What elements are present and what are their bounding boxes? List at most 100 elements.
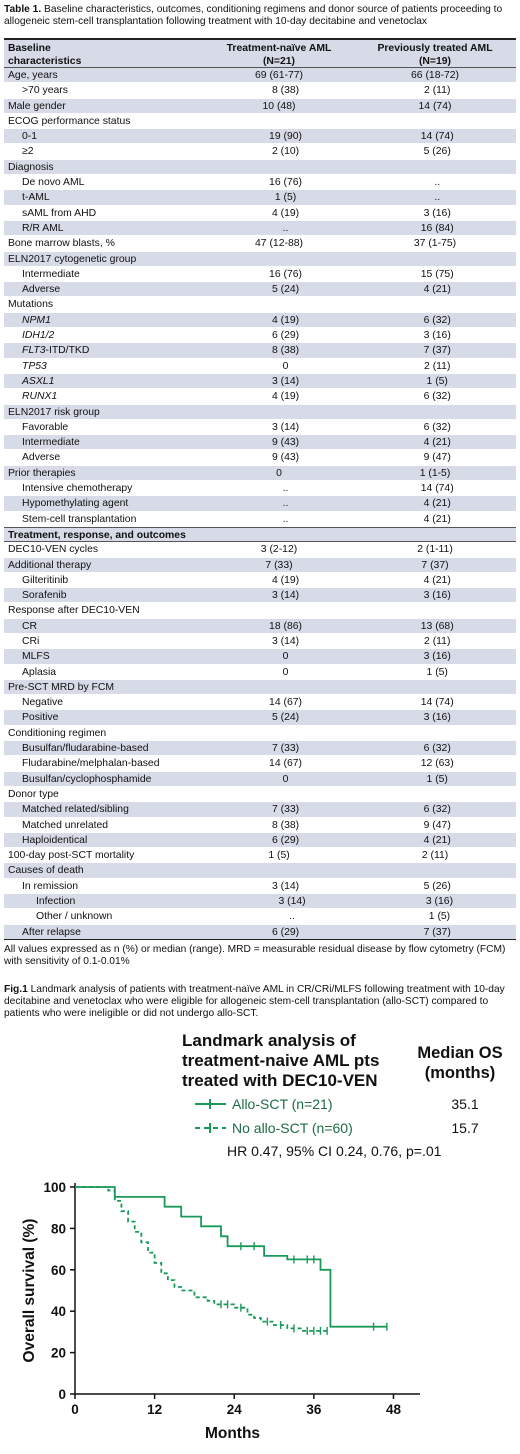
- table-row: Negative 14 (67) 14 (74): [4, 695, 516, 711]
- row-value-previously-treated: [354, 680, 516, 694]
- row-label: ASXL1: [22, 375, 55, 387]
- row-label: NPM1: [22, 314, 51, 326]
- row-value-previously-treated: 2 (11): [421, 850, 449, 862]
- row-value-previously-treated: 3 (16): [423, 651, 451, 663]
- row-label: sAML from AHD: [22, 207, 97, 219]
- row-value-treatment-naive: ..: [282, 222, 289, 234]
- table-row: Response after DEC10-VEN: [4, 603, 516, 619]
- row-value-previously-treated: 4 (21): [423, 437, 451, 449]
- row-label: DEC10-VEN cycles: [8, 544, 99, 556]
- row-value-previously-treated: [354, 603, 516, 617]
- row-value-treatment-naive: 8 (38): [271, 819, 300, 831]
- table-body: Age, years 69 (61-77) 66 (18-72) >70 years 8…: [4, 68, 516, 940]
- row-value-previously-treated: 2 (11): [424, 360, 451, 372]
- header-characteristics-line2: characteristics: [8, 56, 82, 67]
- row-value-treatment-naive: [204, 252, 354, 266]
- row-label: MLFS: [22, 651, 50, 663]
- row-label: Busulfan/cyclophosphamide: [22, 773, 152, 785]
- row-label: Gilteritinib: [22, 574, 69, 586]
- table-row: Male gender 10 (48) 14 (74): [4, 98, 516, 114]
- row-value-treatment-naive: 5 (24): [271, 712, 300, 724]
- table-row: Fludarabine/melphalan-based 14 (67) 12 (63…: [4, 756, 516, 772]
- row-value-treatment-naive: [204, 160, 354, 174]
- table-row: ≥2 2 (10) 5 (26): [4, 144, 516, 160]
- row-label: Additional therapy: [8, 559, 92, 571]
- row-value-previously-treated: [354, 528, 516, 541]
- row-label: Matched unrelated: [22, 819, 109, 831]
- table-caption-label: Table 1.: [4, 4, 42, 15]
- table-row: ASXL1 3 (14) 1 (5): [4, 373, 516, 390]
- row-label: ECOG performance status: [8, 115, 131, 127]
- row-label: Intermediate: [22, 437, 80, 449]
- row-value-previously-treated: 14 (74): [420, 483, 454, 495]
- x-axis-label: Months: [205, 1425, 260, 1442]
- table-row: Aplasia 0 1 (5): [4, 665, 516, 680]
- row-value-previously-treated: ..: [434, 177, 441, 189]
- table-footnote: All values expressed as n (%) or median …: [4, 944, 506, 967]
- chart-title-line: treatment-naive AML pts: [182, 1051, 379, 1070]
- row-label: t-AML: [22, 192, 50, 204]
- figure-caption: Fig.1 Landmark analysis of patients with…: [4, 984, 516, 1020]
- row-value-previously-treated: 6 (32): [423, 804, 451, 816]
- allo-sct-curve: [75, 1186, 387, 1328]
- table-row: In remission 3 (14) 5 (26): [4, 879, 516, 895]
- header-treatment-naive-line2: (N=21): [262, 56, 296, 67]
- row-value-treatment-naive: 5 (24): [271, 284, 300, 296]
- row-value-treatment-naive: 3 (2-12): [260, 544, 298, 556]
- row-value-previously-treated: 3 (16): [423, 590, 451, 602]
- table-row: Busulfan/fludarabine-based 7 (33) 6 (32): [4, 741, 516, 757]
- x-tick-label: 12: [147, 1402, 162, 1417]
- row-value-previously-treated: 3 (16): [423, 712, 451, 724]
- row-label: Matched related/sibling: [22, 804, 129, 816]
- row-value-previously-treated: 12 (63): [420, 758, 454, 770]
- row-value-previously-treated: 1 (5): [428, 911, 451, 923]
- row-value-previously-treated: 5 (26): [423, 880, 451, 892]
- row-label: Favorable: [22, 421, 69, 433]
- row-value-treatment-naive: 9 (43): [271, 452, 300, 464]
- row-value-treatment-naive: 9 (43): [271, 437, 300, 449]
- x-tick-label: 0: [71, 1402, 79, 1417]
- median-value: 15.7: [451, 1120, 478, 1136]
- row-label: After relapse: [22, 926, 81, 938]
- row-value-treatment-naive: 6 (29): [271, 926, 300, 938]
- row-value-previously-treated: 6 (32): [423, 421, 451, 433]
- table-row: Diagnosis: [4, 159, 516, 176]
- header-previously-treated-line2: (N=19): [418, 56, 452, 67]
- row-value-previously-treated: [354, 252, 516, 266]
- y-tick-label: 20: [51, 1346, 66, 1361]
- row-value-previously-treated: 7 (37): [423, 926, 451, 938]
- row-label: ≥2: [22, 146, 34, 158]
- header-previously-treated-line1: Previously treated AML: [377, 43, 493, 54]
- row-value-treatment-naive: [204, 405, 354, 419]
- baseline-table: Baseline characteristics Treatment-naïve…: [4, 38, 516, 940]
- row-label: Donor type: [8, 788, 59, 800]
- row-value-treatment-naive: 3 (14): [278, 896, 306, 908]
- table-row: 100-day post-SCT mortality 1 (5) 2 (11): [4, 848, 516, 864]
- row-value-previously-treated: [354, 787, 516, 801]
- row-label: R/R AML: [22, 222, 64, 234]
- table-row: ECOG performance status: [4, 114, 516, 130]
- row-label: Bone marrow blasts, %: [8, 238, 115, 250]
- row-value-treatment-naive: 69 (61-77): [255, 70, 303, 81]
- row-label: In remission: [22, 880, 79, 892]
- table-row: CR 18 (86) 13 (68): [4, 618, 516, 634]
- table-row: Intermediate 16 (76) 15 (75): [4, 267, 516, 283]
- row-value-previously-treated: [354, 160, 516, 174]
- table-row: t-AML 1 (5)..: [4, 190, 516, 206]
- row-value-previously-treated: 5 (26): [423, 146, 451, 158]
- header-characteristics: Baseline characteristics: [4, 40, 204, 67]
- row-label: Other / unknown: [36, 911, 113, 923]
- row-label: RUNX1: [22, 391, 58, 403]
- row-value-previously-treated: 4 (21): [423, 574, 451, 586]
- row-value-previously-treated: 3 (16): [423, 330, 451, 342]
- row-value-previously-treated: 4 (21): [423, 498, 451, 510]
- table-row: MLFS 0 3 (16): [4, 649, 516, 665]
- row-label: CR: [22, 620, 38, 632]
- row-label: IDH1/2: [22, 330, 55, 342]
- table-row: Intensive chemotherapy.. 14 (74): [4, 481, 516, 497]
- median-header-line: (months): [425, 1064, 496, 1082]
- row-label: Causes of death: [8, 865, 84, 877]
- row-value-treatment-naive: [204, 680, 354, 694]
- chart-title-line: Landmark analysis of: [182, 1031, 356, 1050]
- table-row: CRi 3 (14) 2 (11): [4, 634, 516, 650]
